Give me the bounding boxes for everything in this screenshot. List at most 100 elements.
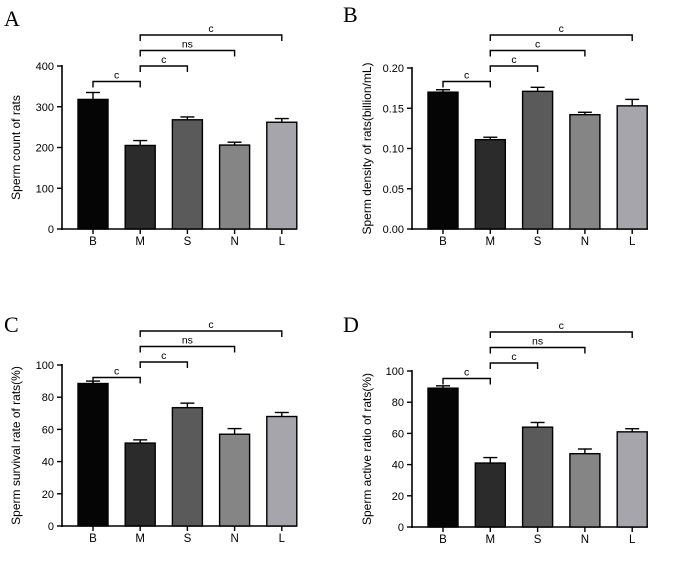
significance-bracket bbox=[92, 80, 141, 88]
y-axis-title: Sperm survival rate of rats(%) bbox=[9, 366, 23, 525]
y-tick-label: 20 bbox=[392, 491, 404, 503]
y-axis-title: Sperm density of rats(billion/mL) bbox=[360, 62, 374, 234]
significance-bracket bbox=[489, 49, 586, 57]
significance-label: c bbox=[208, 319, 213, 331]
bar-s bbox=[171, 406, 204, 527]
x-tick-label: L bbox=[629, 236, 636, 248]
y-tick-label: 60 bbox=[392, 428, 404, 440]
x-tick-label: M bbox=[135, 236, 145, 248]
x-tick-label: N bbox=[230, 236, 238, 248]
significance-label: c bbox=[208, 23, 213, 35]
x-tick-label: B bbox=[89, 236, 97, 248]
y-tick-label: 0.00 bbox=[383, 224, 404, 236]
panel-letter: C bbox=[4, 312, 19, 337]
significance-bracket bbox=[489, 362, 539, 369]
x-tick-label: M bbox=[486, 236, 496, 248]
x-tick-label: L bbox=[279, 533, 286, 545]
y-tick-label: 40 bbox=[42, 457, 54, 469]
y-tick-label: 100 bbox=[386, 366, 404, 378]
y-axis-title: Sperm active ratio of rats(%) bbox=[360, 373, 374, 525]
y-tick-label: 0.10 bbox=[383, 144, 404, 156]
panel-letter: B bbox=[343, 2, 358, 27]
y-axis-title: Sperm count of rats bbox=[9, 95, 23, 200]
y-tick-label: 0.20 bbox=[383, 63, 404, 75]
panel-letter: D bbox=[343, 312, 359, 337]
bar-s bbox=[521, 426, 554, 528]
significance-label: c bbox=[511, 351, 516, 363]
significance-label: c bbox=[535, 39, 540, 51]
significance-label: c bbox=[464, 70, 469, 82]
y-tick-label: 0.05 bbox=[383, 184, 404, 196]
significance-bracket bbox=[92, 376, 141, 384]
significance-label: c bbox=[559, 320, 564, 332]
y-tick-label: 20 bbox=[42, 489, 54, 501]
x-tick-label: S bbox=[184, 533, 192, 545]
y-tick-label: 400 bbox=[36, 61, 54, 73]
bar-b bbox=[77, 98, 109, 230]
y-tick-label: 60 bbox=[42, 424, 54, 436]
y-tick-label: 100 bbox=[36, 360, 54, 372]
x-tick-label: N bbox=[230, 533, 238, 545]
significance-bracket bbox=[489, 65, 539, 72]
bar-n bbox=[218, 433, 251, 527]
x-tick-label: N bbox=[581, 236, 589, 248]
bar-l bbox=[266, 415, 298, 527]
significance-bracket bbox=[442, 80, 491, 88]
significance-label: c bbox=[114, 70, 119, 82]
y-tick-label: 40 bbox=[392, 460, 404, 472]
significance-bracket bbox=[139, 345, 236, 353]
significance-label: ns bbox=[182, 335, 193, 347]
bar-m bbox=[124, 144, 156, 230]
significance-bracket bbox=[139, 361, 189, 368]
x-tick-label: N bbox=[581, 534, 589, 546]
significance-bracket bbox=[139, 65, 189, 72]
y-tick-label: 0 bbox=[398, 522, 404, 534]
x-tick-label: M bbox=[135, 533, 145, 545]
y-tick-label: 0 bbox=[48, 224, 54, 236]
bar-b bbox=[427, 91, 459, 230]
significance-bracket bbox=[139, 34, 283, 41]
bar-n bbox=[569, 452, 601, 528]
bar-m bbox=[124, 442, 156, 527]
significance-label: c bbox=[464, 367, 469, 379]
y-tick-label: 0 bbox=[48, 521, 54, 533]
significance-bracket bbox=[139, 49, 236, 57]
bar-l bbox=[616, 431, 648, 528]
bar-l bbox=[266, 121, 298, 230]
bar-b bbox=[427, 387, 459, 528]
panel-d: D Sperm active ratio of rats(%) 0 20 40 60 80 1… bbox=[343, 312, 648, 546]
significance-label: c bbox=[114, 366, 119, 378]
y-tick-label: 80 bbox=[42, 392, 54, 404]
bar-b bbox=[77, 382, 109, 527]
significance-label: c bbox=[511, 54, 516, 66]
significance-bracket bbox=[489, 346, 586, 354]
x-tick-label: L bbox=[279, 236, 286, 248]
y-tick-label: 300 bbox=[36, 102, 54, 114]
x-tick-label: S bbox=[534, 236, 542, 248]
significance-label: c bbox=[559, 23, 564, 35]
significance-label: c bbox=[161, 54, 166, 66]
bar-n bbox=[218, 144, 251, 230]
significance-label: c bbox=[161, 350, 166, 362]
bar-m bbox=[474, 138, 506, 230]
x-tick-label: B bbox=[439, 534, 447, 546]
panel-c: C Sperm survival rate of rats(%) 0 20 40 60 80… bbox=[4, 312, 298, 545]
bar-m bbox=[474, 462, 506, 528]
panel-a: A Sperm count of rats 0 100 200 300 400 B M S N Lc c… bbox=[4, 6, 298, 248]
x-tick-label: S bbox=[534, 534, 542, 546]
bar-l bbox=[616, 105, 648, 230]
x-tick-label: L bbox=[629, 534, 636, 546]
bar-n bbox=[569, 113, 601, 230]
panel-b: B Sperm density of rats(billion/mL) 0.00 0.… bbox=[343, 2, 648, 248]
bar-s bbox=[171, 119, 204, 230]
y-tick-label: 100 bbox=[36, 183, 54, 195]
x-tick-label: B bbox=[439, 236, 447, 248]
panel-letter: A bbox=[4, 6, 20, 31]
y-tick-label: 0.15 bbox=[383, 103, 404, 115]
x-tick-label: S bbox=[184, 236, 192, 248]
significance-label: ns bbox=[182, 39, 193, 51]
significance-label: ns bbox=[532, 336, 543, 348]
x-tick-label: M bbox=[486, 534, 496, 546]
significance-bracket bbox=[139, 330, 283, 337]
